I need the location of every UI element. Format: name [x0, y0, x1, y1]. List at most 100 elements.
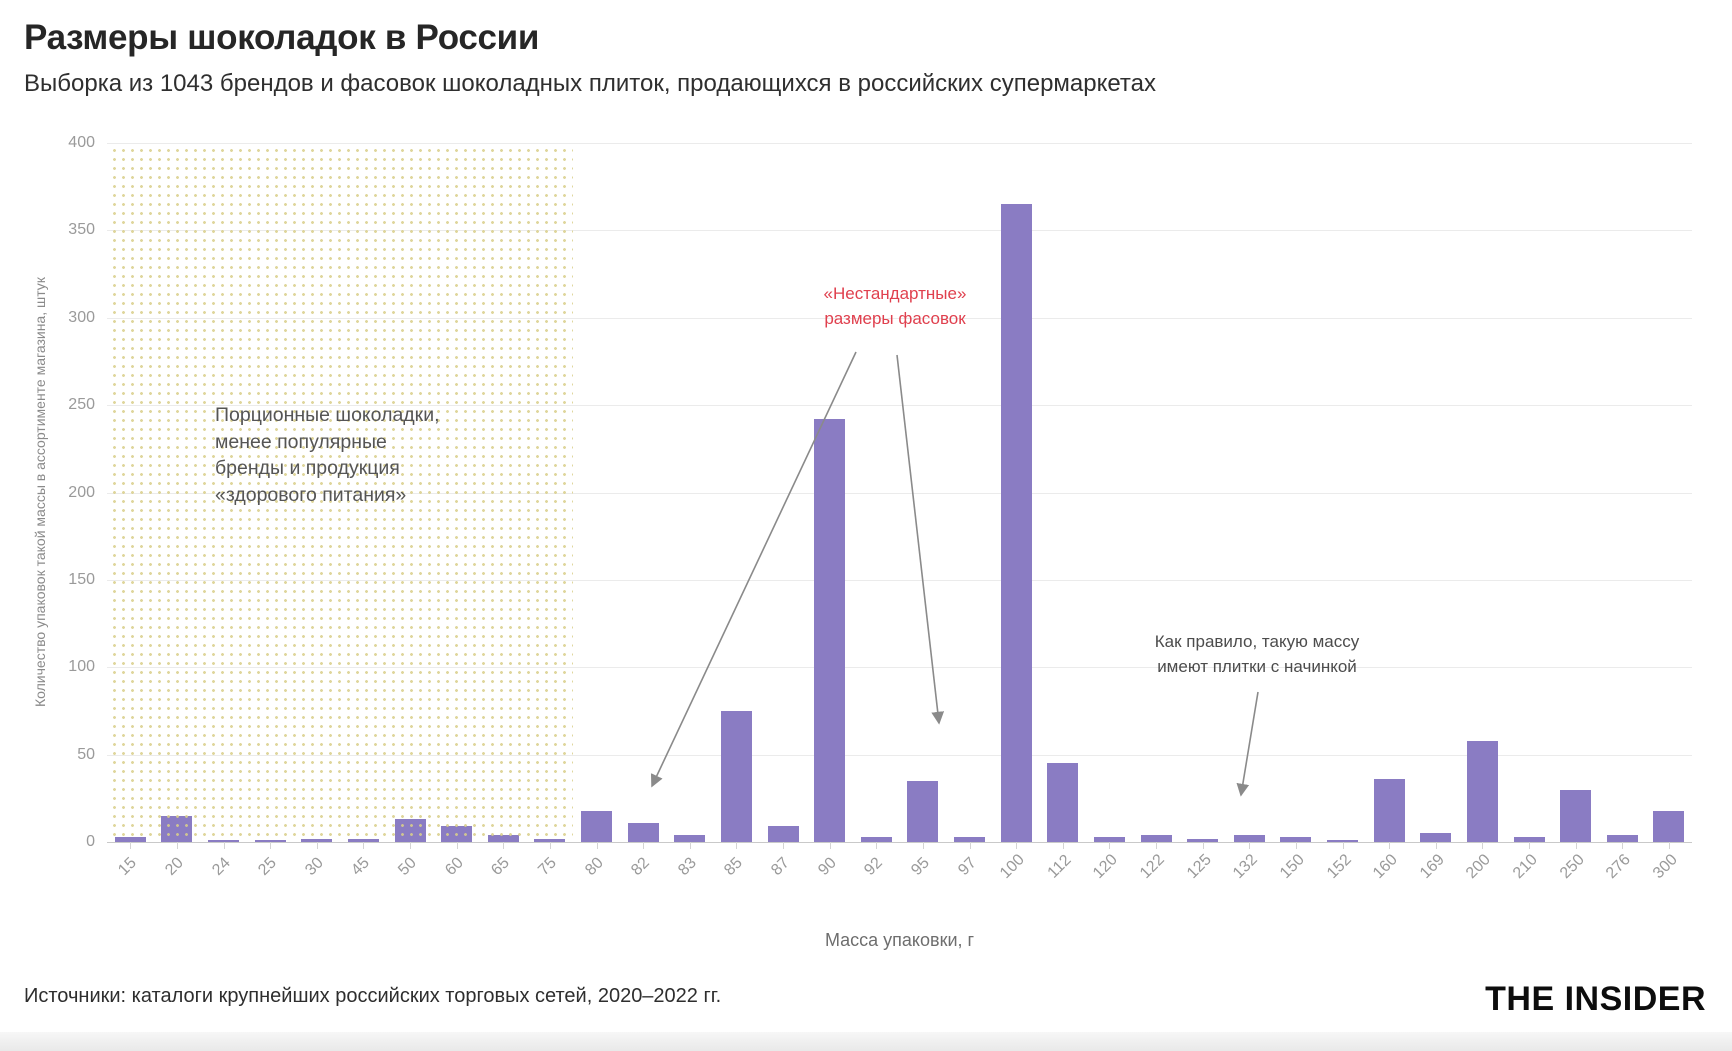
gridline-0 [107, 842, 1692, 843]
bar-column-132g: 132 [1226, 143, 1273, 882]
y-tick-label-300: 300 [68, 308, 95, 326]
bar-column-250g: 250 [1552, 143, 1599, 882]
bar-112g [1047, 763, 1079, 842]
nonstandard-annotation-line: «Нестандартные» [823, 284, 967, 303]
bar-column-95g: 95 [900, 143, 947, 879]
x-tick-mark [1529, 842, 1531, 849]
y-tick-label-0: 0 [86, 833, 95, 850]
x-tick-mark [270, 842, 272, 849]
x-tick-mark [549, 842, 551, 849]
x-tick-label-83: 83 [675, 854, 700, 879]
bar-85g [720, 710, 752, 842]
region-annotation-line: менее популярные [215, 430, 387, 453]
x-tick-mark [689, 842, 691, 849]
bar-column-169g: 169 [1413, 143, 1460, 882]
region-annotation: Порционные шоколадки, менее популярные б… [215, 402, 440, 508]
filled-annotation-line: Как правило, такую массу [1154, 632, 1360, 651]
x-tick-label-210: 210 [1510, 851, 1541, 883]
x-tick-label-90: 90 [814, 854, 840, 879]
bar-100g [1000, 204, 1032, 842]
bar-169g [1420, 833, 1452, 842]
x-tick-label-120: 120 [1090, 851, 1122, 883]
nonstandard-sizes-annotation: «Нестандартные» размеры фасовок [770, 281, 1020, 331]
x-tick-mark [1295, 842, 1297, 849]
bar-65g [487, 835, 519, 842]
x-tick-label-169: 169 [1416, 851, 1448, 883]
x-tick-label-97: 97 [954, 854, 980, 879]
x-tick-label-92: 92 [861, 854, 887, 879]
bar-column-65g: 65 [480, 143, 527, 879]
bar-20g [161, 815, 193, 842]
filled-bars-annotation: Как правило, такую массу имеют плитки с … [1132, 629, 1382, 679]
x-tick-mark [410, 842, 412, 849]
x-tick-label-300: 300 [1649, 851, 1681, 883]
x-tick-mark [1482, 842, 1484, 849]
x-tick-label-200: 200 [1463, 851, 1495, 883]
y-axis-title: Количество упаковок такой массы в ассорт… [32, 277, 48, 708]
bar-97g [954, 836, 986, 842]
bar-250g [1560, 789, 1592, 842]
x-tick-label-85: 85 [721, 854, 747, 879]
bar-column-122g: 122 [1133, 143, 1180, 882]
bar-50g [394, 819, 426, 842]
bar-95g [907, 780, 939, 842]
x-tick-label-80: 80 [581, 854, 607, 879]
x-tick-label-45: 45 [348, 854, 374, 879]
x-tick-label-132: 132 [1230, 851, 1262, 883]
filled-annotation-line: имеют плитки с начинкой [1157, 657, 1357, 676]
y-tick-label-50: 50 [77, 745, 95, 763]
x-tick-mark [1249, 842, 1251, 849]
bar-122g [1140, 835, 1172, 842]
x-tick-label-122: 122 [1137, 851, 1168, 883]
bar-150g [1280, 836, 1312, 842]
bar-92g [860, 836, 892, 842]
x-tick-label-152: 152 [1323, 851, 1355, 883]
x-tick-label-276: 276 [1603, 851, 1635, 883]
x-tick-label-50: 50 [395, 854, 420, 879]
bar-column-200g: 200 [1459, 143, 1506, 882]
x-tick-mark [1342, 842, 1344, 849]
bar-column-120g: 120 [1086, 143, 1133, 882]
bar-152g [1327, 840, 1359, 842]
bar-column-152g: 152 [1319, 143, 1366, 882]
bar-column-75g: 75 [527, 143, 574, 879]
x-tick-mark [736, 842, 738, 849]
x-tick-label-87: 87 [768, 854, 793, 879]
bar-60g [441, 826, 473, 842]
x-tick-label-75: 75 [535, 854, 560, 879]
x-tick-mark [1389, 842, 1391, 849]
y-tick-label-400: 400 [68, 134, 95, 151]
bar-column-125g: 125 [1179, 143, 1226, 882]
x-tick-mark [456, 842, 458, 849]
bar-column-15g: 15 [107, 143, 154, 879]
x-tick-mark [1156, 842, 1158, 849]
bar-column-80g: 80 [573, 143, 620, 879]
x-tick-mark [316, 842, 318, 849]
x-tick-mark [829, 842, 831, 849]
x-tick-mark [176, 842, 178, 849]
x-tick-mark [1575, 842, 1577, 849]
x-tick-mark [503, 842, 505, 849]
x-tick-label-15: 15 [115, 854, 141, 879]
x-tick-label-150: 150 [1276, 851, 1308, 883]
x-tick-mark [130, 842, 132, 849]
bar-160g [1373, 779, 1405, 842]
x-tick-label-30: 30 [302, 854, 327, 879]
gridline-300 [107, 317, 1692, 319]
the-insider-logo: THE INSIDER [1485, 980, 1706, 1018]
x-tick-mark [1202, 842, 1204, 849]
bar-210g [1513, 836, 1545, 842]
bar-200g [1466, 740, 1498, 842]
x-tick-label-60: 60 [441, 854, 467, 879]
region-annotation-line: бренды и продукция [215, 457, 400, 479]
x-tick-mark [922, 842, 924, 849]
x-tick-label-250: 250 [1556, 851, 1588, 883]
y-tick-label-150: 150 [68, 570, 95, 588]
x-tick-label-112: 112 [1044, 851, 1075, 882]
bar-120g [1093, 836, 1125, 842]
region-annotation-line: «здорового питания» [215, 483, 407, 506]
x-tick-label-20: 20 [162, 854, 187, 879]
bar-column-90g: 90 [806, 143, 853, 879]
page-subtitle: Выборка из 1043 брендов и фасовок шокола… [24, 70, 1156, 97]
bar-80g [581, 810, 613, 842]
